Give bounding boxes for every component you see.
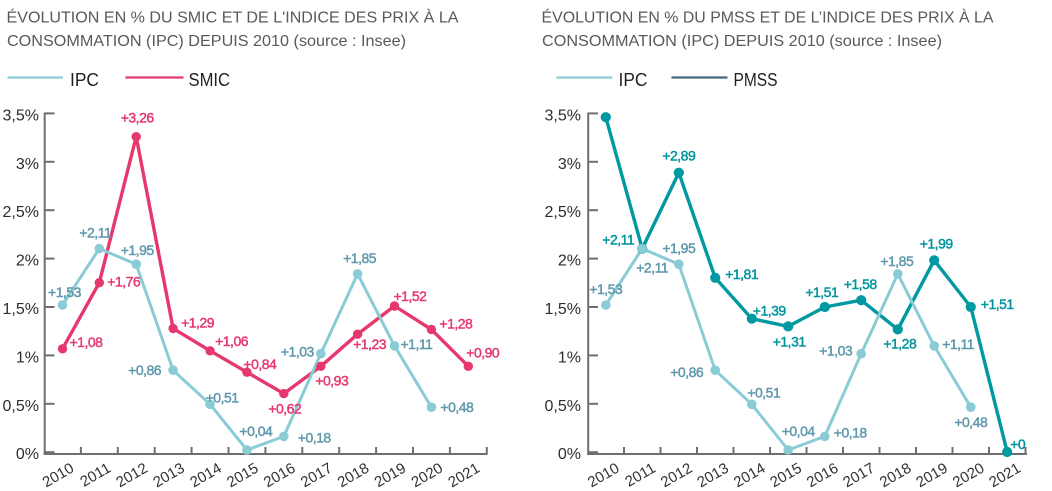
svg-text:CONSOMMATION (IPC) DEPUIS 2010: CONSOMMATION (IPC) DEPUIS 2010 (source :… [7,33,406,50]
svg-text:+1,11: +1,11 [401,336,434,352]
svg-text:0,5%: 0,5% [3,398,39,415]
svg-text:2,5%: 2,5% [3,204,39,221]
svg-text:IPC: IPC [619,70,648,90]
svg-text:0%: 0% [16,446,39,463]
svg-text:+0,84: +0,84 [243,356,277,372]
svg-text:+0,48: +0,48 [954,414,988,430]
svg-text:+1,95: +1,95 [662,240,696,256]
svg-text:+1,85: +1,85 [880,253,914,269]
svg-text:+1,29: +1,29 [181,314,215,330]
svg-text:+0,18: +0,18 [834,424,868,440]
svg-text:0,5%: 0,5% [545,398,581,415]
svg-text:3%: 3% [558,156,581,173]
svg-text:+0,93: +0,93 [315,372,349,388]
svg-text:0%: 0% [558,446,581,463]
svg-text:3%: 3% [16,156,39,173]
svg-text:+1,03: +1,03 [281,344,315,360]
svg-text:1,5%: 1,5% [3,301,39,318]
svg-text:+0,86: +0,86 [128,362,162,378]
svg-text:+1,53: +1,53 [589,281,623,297]
svg-text:SMIC: SMIC [189,70,231,90]
svg-text:+0,86: +0,86 [670,364,704,380]
svg-text:1%: 1% [16,349,39,366]
svg-text:+0,62: +0,62 [268,401,302,417]
svg-text:2%: 2% [558,253,581,270]
svg-text:+1,31: +1,31 [773,333,807,349]
svg-text:+0,18: +0,18 [298,429,332,445]
svg-text:+0,04: +0,04 [782,423,816,439]
svg-text:+1,23: +1,23 [353,336,387,352]
svg-text:1,5%: 1,5% [545,301,581,318]
svg-text:+1,85: +1,85 [343,250,377,266]
svg-text:1%: 1% [558,349,581,366]
svg-text:+1,53: +1,53 [48,284,82,300]
svg-text:+0,90: +0,90 [466,344,500,360]
svg-text:ÉVOLUTION EN % DU SMIC ET DE L: ÉVOLUTION EN % DU SMIC ET DE L'INDICE DE… [7,8,459,27]
svg-text:+1,58: +1,58 [844,276,878,292]
svg-text:+2,11: +2,11 [636,260,669,276]
svg-text:+1,28: +1,28 [883,335,917,351]
svg-text:+1,08: +1,08 [70,334,104,350]
svg-text:+1,51: +1,51 [805,284,839,300]
svg-text:+2,89: +2,89 [662,148,696,164]
svg-text:2%: 2% [16,253,39,270]
svg-text:+1,81: +1,81 [725,266,759,282]
svg-text:+2,11: +2,11 [79,225,112,241]
svg-text:+0: +0 [1010,436,1026,452]
svg-text:3,5%: 3,5% [3,107,39,124]
svg-text:+1,39: +1,39 [753,303,787,319]
svg-text:CONSOMMATION (IPC) DEPUIS 2010: CONSOMMATION (IPC) DEPUIS 2010 (source :… [542,33,942,50]
svg-text:+0,51: +0,51 [206,389,240,405]
svg-text:+0,48: +0,48 [440,399,474,415]
svg-text:+3,26: +3,26 [121,110,155,126]
svg-text:PMSS: PMSS [734,70,778,90]
svg-text:2,5%: 2,5% [545,204,581,221]
svg-text:IPC: IPC [70,70,99,90]
svg-text:+1,06: +1,06 [215,333,249,349]
svg-text:3,5%: 3,5% [545,107,581,124]
svg-text:+1,99: +1,99 [920,235,954,251]
svg-text:+2,11: +2,11 [602,232,635,248]
svg-text:+0,04: +0,04 [239,423,273,439]
svg-text:+1,28: +1,28 [439,315,473,331]
svg-text:+1,11: +1,11 [942,336,975,352]
svg-text:ÉVOLUTION EN % DU PMSS ET DE L: ÉVOLUTION EN % DU PMSS ET DE L’INDICE DE… [542,8,994,27]
svg-text:+1,03: +1,03 [819,343,853,359]
svg-text:+1,95: +1,95 [121,242,155,258]
svg-text:+1,52: +1,52 [394,288,428,304]
svg-text:+0,51: +0,51 [747,384,781,400]
svg-text:+1,51: +1,51 [981,296,1015,312]
svg-text:+1,76: +1,76 [107,274,141,290]
